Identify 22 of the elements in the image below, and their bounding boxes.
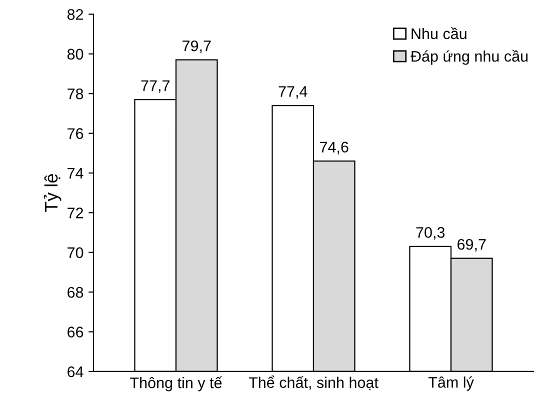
data-label: 79,7 [182,40,211,54]
y-tick-label: 68 [68,286,84,298]
data-label: 70,3 [416,227,445,240]
y-tick-label: 64 [68,366,84,378]
x-tick-label: Thông tin y tế [130,376,222,392]
y-tick-label: 74 [68,168,84,179]
y-tick-label: 78 [68,88,84,100]
legend-label: Nhu cầu [412,27,466,40]
y-axis-title: Tỷ lệ [44,174,62,212]
legend-label: Đáp ứng nhu cầu [410,50,528,65]
y-tick-label: 76 [68,128,84,139]
x-tick-label: Thể chất, sinh hoạt [248,376,378,390]
x-tick-label: Tâm lý [428,376,474,391]
y-tick-label: 80 [67,48,84,60]
data-label: 77,4 [278,86,308,99]
y-tick-label: 82 [67,9,84,20]
data-label: 74,6 [320,142,348,154]
data-label: 77,7 [141,80,170,93]
y-tick-label: 72 [68,208,84,218]
y-tick-label: 70 [68,247,84,258]
data-label: 69,7 [458,238,486,252]
y-tick-label: 66 [68,326,84,338]
